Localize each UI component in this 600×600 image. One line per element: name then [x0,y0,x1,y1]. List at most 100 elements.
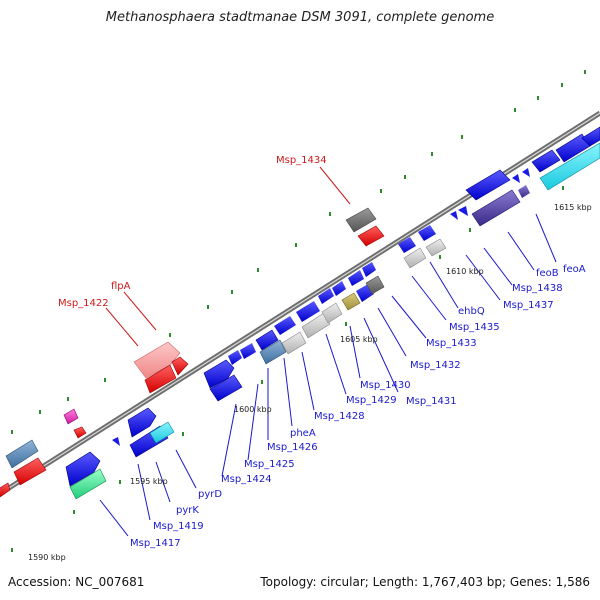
gene-arrow[interactable] [13,457,47,486]
gene-arrow[interactable] [345,207,377,233]
gene-arrow[interactable] [73,426,87,439]
callout-line [483,247,513,286]
gene-labels: Msp_1434 flpA Msp_1422 feoA feoB Msp_143… [58,155,586,549]
callout-line [325,333,347,395]
gene-arrow[interactable] [203,359,235,389]
callout-line [349,325,361,379]
gene-arrow[interactable] [0,482,11,498]
gene-label[interactable]: Msp_1425 [244,459,295,470]
gene-label[interactable]: Msp_1435 [449,322,500,333]
accession-text: Accession: NC_007681 [8,575,145,589]
gene-arrow[interactable] [418,225,436,241]
gc-content-track [11,70,586,552]
gene-arrow[interactable] [69,468,107,500]
gene-arrow[interactable] [471,189,521,227]
tick-label: 1590 kbp [28,553,66,562]
gene-label[interactable]: Msp_1428 [314,411,365,422]
gene-arrow[interactable] [255,329,279,351]
callout-line [175,449,197,489]
gene-arrow[interactable] [274,316,296,335]
callout-line [377,307,407,357]
gene-arrow[interactable] [581,126,600,147]
tick-labels: 1590 kbp 1595 kbp 1600 kbp 1605 kbp 1610… [28,203,592,562]
gene-arrow[interactable] [228,350,242,365]
gene-arrow[interactable] [144,364,177,394]
gene-label[interactable]: Msp_1434 [276,155,327,166]
gene-arrow[interactable] [465,169,511,201]
gene-label[interactable]: Msp_1422 [58,298,109,309]
gene-arrow[interactable] [365,275,385,295]
gene-label[interactable]: Msp_1419 [153,521,204,532]
gene-arrow[interactable] [332,281,346,296]
callout-line [391,295,427,339]
gene-label[interactable]: Msp_1432 [410,360,461,371]
gene-label[interactable]: pyrK [176,505,199,516]
callout-line [465,254,501,301]
gene-arrow[interactable] [531,149,561,173]
gene-arrow[interactable] [522,168,530,177]
gene-label[interactable]: Msp_1433 [426,338,477,349]
callout-line [363,317,399,393]
gene-label[interactable]: Msp_1430 [360,380,411,391]
tick-label: 1610 kbp [446,267,484,276]
gene-arrow[interactable] [301,312,331,339]
callout-line [137,463,151,521]
gene-arrow[interactable] [348,270,364,286]
gene-arrow[interactable] [240,343,256,359]
callout-line [319,166,351,205]
gene-label[interactable]: Msp_1437 [503,300,554,311]
gene-label[interactable]: Msp_1426 [267,442,318,453]
gene-arrow[interactable] [127,407,157,438]
gene-arrow[interactable] [65,451,101,487]
gene-label[interactable]: feoA [563,264,586,275]
gene-label[interactable]: ehbQ [458,306,485,317]
callout-line [123,291,157,331]
gene-arrow[interactable] [63,408,79,425]
gene-arrow[interactable] [5,439,39,469]
gene-arrow[interactable] [171,356,189,376]
gene-label[interactable]: feoB [536,268,559,279]
gene-arrow[interactable] [539,142,600,191]
callout-lines [99,166,557,537]
gene-arrow[interactable] [518,185,530,198]
gene-arrow[interactable] [149,421,175,444]
gene-label[interactable]: Msp_1438 [512,283,563,294]
callout-line [283,357,293,427]
callout-line [429,261,459,309]
gene-arrow[interactable] [296,301,320,322]
gene-arrow[interactable] [403,247,427,269]
gene-label[interactable]: pheA [290,428,316,439]
gene-label[interactable]: Msp_1424 [221,474,272,485]
callout-line [507,231,535,271]
callout-line [535,213,557,263]
gene-shapes[interactable] [0,126,600,500]
gene-label[interactable]: Msp_1431 [406,396,457,407]
gene-arrow[interactable] [112,437,120,446]
callout-line [155,461,171,503]
gene-arrow[interactable] [512,174,520,183]
gene-arrow[interactable] [450,211,458,220]
gene-arrow[interactable] [362,262,376,277]
gene-arrow[interactable] [281,331,307,355]
tick-label: 1605 kbp [340,335,378,344]
callout-line [105,307,139,347]
gene-arrow[interactable] [357,225,385,247]
gene-arrow[interactable] [318,288,334,304]
gene-label[interactable]: flpA [111,281,131,292]
gene-arrow[interactable] [133,341,181,379]
gene-label[interactable]: pyrD [198,489,222,500]
gene-arrow[interactable] [321,302,343,324]
map-title: Methanosphaera stadtmanae DSM 3091, comp… [105,10,495,25]
gene-label[interactable]: Msp_1429 [346,395,397,406]
gene-arrow[interactable] [341,292,361,311]
gene-arrow[interactable] [425,238,447,257]
gene-arrow[interactable] [209,374,243,402]
callout-line [301,351,315,411]
callout-line [247,383,259,461]
gene-arrow[interactable] [398,237,416,253]
callout-line [99,499,129,537]
gene-arrow[interactable] [458,206,468,216]
gene-label[interactable]: Msp_1417 [130,538,181,549]
gene-arrow[interactable] [259,339,287,365]
